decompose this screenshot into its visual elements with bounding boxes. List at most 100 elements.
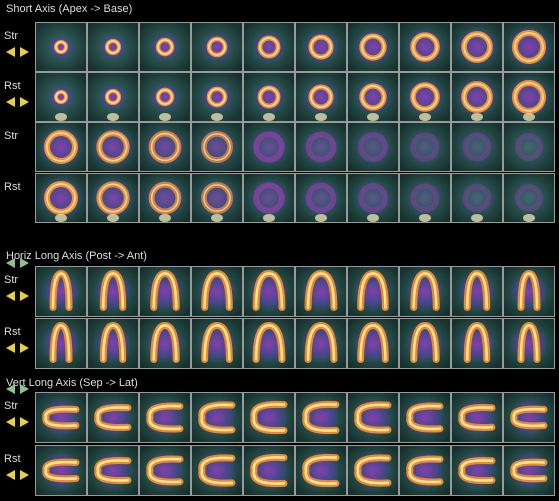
ring-core <box>98 183 128 213</box>
image-tile <box>243 72 295 122</box>
arrow-right <box>20 258 29 268</box>
halo <box>456 178 498 218</box>
ring-core <box>310 36 332 58</box>
arrow-right <box>20 470 29 480</box>
image-tile <box>35 318 87 369</box>
myocardium-ring <box>253 131 285 163</box>
arrow-left <box>6 47 15 57</box>
image-tile <box>503 266 555 317</box>
wall-core <box>96 459 130 482</box>
hotspot <box>263 214 275 222</box>
arrow-right <box>20 417 29 427</box>
halo <box>98 83 128 111</box>
hotspot <box>367 113 379 121</box>
row-label: Rst <box>4 80 21 92</box>
arrow-pair <box>6 47 29 57</box>
arrow-left <box>6 417 15 427</box>
ring-core <box>208 88 226 106</box>
wall-core <box>356 456 390 485</box>
image-tile <box>243 22 295 72</box>
row-label: Rst <box>4 181 21 193</box>
halo <box>149 32 181 62</box>
halo <box>251 80 287 114</box>
ring-core <box>514 82 544 112</box>
ring-core <box>208 38 226 56</box>
image-tile <box>87 72 139 122</box>
image-tile <box>295 392 347 443</box>
image-tile <box>139 173 191 223</box>
wall-core <box>44 407 78 428</box>
hotspot <box>107 214 119 222</box>
image-tile <box>503 445 555 496</box>
ring-core <box>310 86 332 108</box>
image-tile <box>139 392 191 443</box>
halo <box>93 271 133 312</box>
ring-core <box>412 34 438 60</box>
row-label-group: Str <box>4 384 29 427</box>
image-tile <box>139 72 191 122</box>
section-title: Horiz Long Axis (Post -> Ant) <box>6 250 147 262</box>
image-tile <box>243 392 295 443</box>
image-tile <box>399 22 451 72</box>
wall-core <box>203 324 231 361</box>
arrow-right <box>20 291 29 301</box>
halo <box>41 271 81 312</box>
image-tile <box>451 318 503 369</box>
arrow-left <box>6 343 15 353</box>
wall-core <box>203 272 231 309</box>
ring-core <box>98 132 128 162</box>
image-tile <box>191 72 243 122</box>
image-tile <box>87 445 139 496</box>
image-tile <box>87 122 139 172</box>
image-tile <box>295 318 347 369</box>
hotspot <box>159 214 171 222</box>
image-tile <box>399 122 451 172</box>
wall-core <box>304 403 338 432</box>
image-tile <box>503 392 555 443</box>
row-label-group: Rst <box>4 80 29 107</box>
halo <box>353 78 393 116</box>
wall-core <box>408 457 442 484</box>
myocardium-ring <box>462 132 492 162</box>
myocardium-ring <box>515 183 544 212</box>
image-tile <box>35 122 87 172</box>
image-tile <box>139 22 191 72</box>
hotspot <box>263 113 275 121</box>
halo <box>508 127 550 167</box>
ring-core <box>150 183 180 213</box>
row-label: Str <box>4 400 18 412</box>
image-tile <box>503 22 555 72</box>
wall-core <box>252 403 286 432</box>
image-tile <box>347 445 399 496</box>
image-tile <box>295 445 347 496</box>
arrow-right <box>20 97 29 107</box>
image-tile <box>35 173 87 223</box>
arrow-pair <box>6 258 29 268</box>
halo <box>404 178 446 218</box>
wall-core <box>460 406 494 429</box>
row-label: Str <box>4 274 18 286</box>
image-tile <box>503 72 555 122</box>
halo <box>302 79 340 115</box>
image-tile <box>295 122 347 172</box>
arrow-right <box>20 343 29 353</box>
ring-core <box>203 133 231 161</box>
wall-core <box>252 456 286 485</box>
wall-core <box>412 272 438 309</box>
image-tile <box>243 266 295 317</box>
image-tile <box>35 266 87 317</box>
row-label: Str <box>4 30 18 42</box>
image-tile <box>139 122 191 172</box>
hotspot <box>315 113 327 121</box>
wall-core <box>44 460 78 481</box>
wall-core <box>51 324 71 361</box>
wall-core <box>519 272 539 309</box>
image-tile <box>503 122 555 172</box>
hotspot <box>159 113 171 121</box>
wall-core <box>102 324 124 361</box>
myocardium-ring <box>357 183 388 214</box>
row-label: Rst <box>4 453 21 465</box>
halo <box>404 127 446 167</box>
hotspot <box>471 113 483 121</box>
image-tile <box>191 22 243 72</box>
